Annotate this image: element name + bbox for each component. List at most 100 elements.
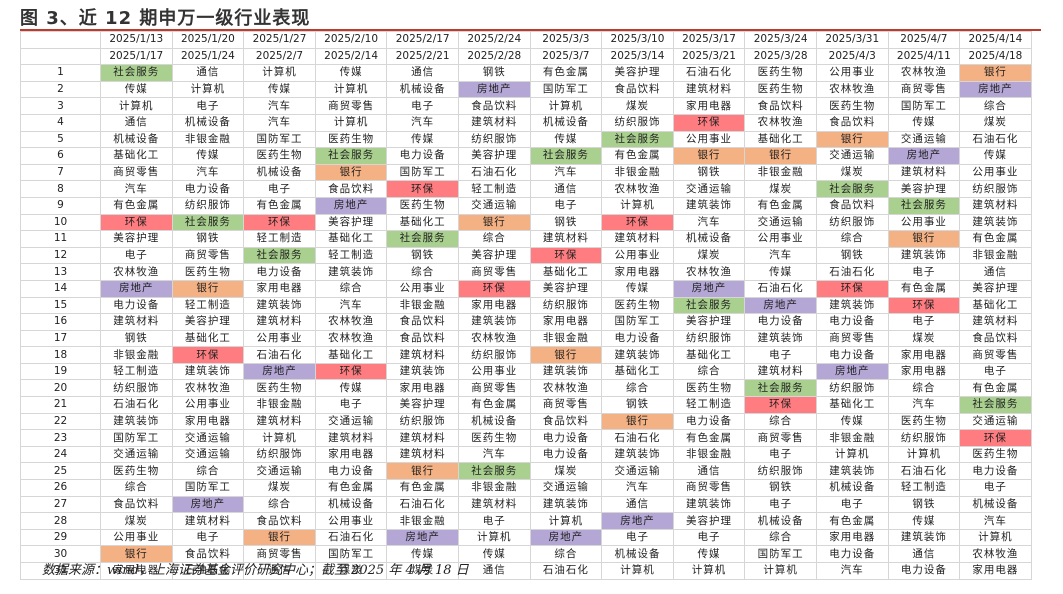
industry-cell: 社会服务 [529,147,603,165]
period-start-date: 2025/4/14 [959,31,1032,49]
industry-cell: 机械设备 [815,479,889,497]
industry-cell: 食品饮料 [815,196,889,215]
industry-cell: 煤炭 [243,479,316,497]
industry-cell: 商贸零售 [314,97,388,115]
industry-cell: 通信 [243,562,316,580]
rank-cell: 4 [20,113,101,132]
industry-cell: 公用事业 [887,213,961,232]
industry-cell: 农林牧渔 [457,329,531,348]
industry-cell: 电力设备 [386,147,459,165]
industry-cell: 房地产 [672,279,746,298]
industry-cell: 建筑装饰 [529,495,603,514]
period-end-date: 2025/2/28 [457,47,531,66]
industry-cell: 电力设备 [314,462,388,481]
industry-cell: 电子 [529,196,603,215]
industry-cell: 医药生物 [959,445,1032,464]
table-row: 10 环保 社会服务 环保 美容护理 基础化工 银行 钢铁 环保 汽车 交通运输 纺织服饰 公用事业 建筑… [20,213,1032,232]
industry-cell: 医药生物 [744,64,817,82]
industry-cell: 汽车 [100,180,173,198]
industry-cell: 家用电器 [457,296,531,315]
industry-cell: 综合 [744,412,817,431]
industry-cell: 国防军工 [601,313,674,331]
industry-cell: 纺织服饰 [171,196,245,215]
industry-cell: 煤炭 [386,562,459,580]
industry-cell: 环保 [601,213,674,232]
industry-cell: 轻工制造 [243,230,316,248]
industry-cell: 通信 [171,64,245,82]
industry-cell: 农林牧渔 [887,64,961,82]
industry-cell: 计算机 [887,445,961,464]
industry-cell: 非银金融 [529,329,603,348]
rank-cell: 11 [20,230,101,248]
industry-cell: 轻工制造 [314,246,388,265]
period-end-date: 2025/1/17 [100,47,173,66]
rank-cell: 12 [20,246,101,265]
rank-cell: 26 [20,479,101,497]
industry-cell: 钢铁 [386,246,459,265]
table-row: 18 非银金融 环保 石油石化 基础化工 建筑材料 纺织服饰 银行 建筑装饰 基础化工 电子 电力设备… [20,346,1032,364]
table-row: 16 建筑材料 美容护理 建筑材料 农林牧渔 食品饮料 建筑装饰 家用电器 国防军工 美容护理 电力… [20,313,1032,331]
industry-cell: 公用事业 [744,230,817,248]
industry-cell: 传媒 [100,80,173,99]
industry-cell: 传媒 [314,379,388,398]
industry-cell: 计算机 [529,97,603,115]
industry-cell: 房地产 [314,196,388,215]
industry-cell: 国防军工 [887,97,961,115]
industry-cell: 石油石化 [601,429,674,447]
industry-cell: 家用电器 [529,313,603,331]
industry-cell: 医药生物 [386,196,459,215]
table-row: 14 房地产 银行 家用电器 综合 公用事业 环保 美容护理 传媒 房地产 石油石化 环保 有色金属 美容… [20,279,1032,298]
period-start-row: 2025/1/13 2025/1/20 2025/1/27 2025/2/10 2025… [20,31,1032,49]
industry-cell: 公用事业 [672,130,746,149]
industry-cell: 计算机 [314,80,388,99]
rank-cell: 10 [20,213,101,232]
industry-cell: 环保 [529,246,603,265]
industry-cell: 美容护理 [529,279,603,298]
industry-cell: 钢铁 [529,213,603,232]
industry-cell: 电力设备 [959,462,1032,481]
industry-cell: 医药生物 [601,296,674,315]
industry-cell: 汽车 [529,163,603,182]
industry-cell: 非银金融 [100,346,173,364]
industry-cell: 基础化工 [314,230,388,248]
industry-cell: 社会服务 [457,462,531,481]
industry-cell: 建筑装饰 [887,528,961,547]
industry-cell: 美容护理 [672,313,746,331]
industry-cell: 煤炭 [100,512,173,530]
period-start-date: 2025/3/10 [601,31,674,49]
period-start-date: 2025/1/20 [171,31,245,49]
industry-cell: 汽车 [887,396,961,414]
industry-cell: 建筑材料 [601,230,674,248]
industry-cell: 家用电器 [171,412,245,431]
industry-cell: 交通运输 [100,445,173,464]
table-row: 30 银行 食品饮料 商贸零售 国防军工 传媒 传媒 综合 机械设备 传媒 国防军工 电力设备 通信 农林… [20,545,1032,563]
industry-cell: 医药生物 [314,130,388,149]
industry-cell: 非银金融 [386,512,459,530]
industry-cell: 汽车 [243,97,316,115]
industry-cell: 食品饮料 [386,313,459,331]
period-start-date: 2025/4/7 [887,31,961,49]
industry-cell: 有色金属 [672,429,746,447]
rank-cell: 22 [20,412,101,431]
industry-cell: 建筑材料 [529,230,603,248]
rank-cell: 7 [20,163,101,182]
industry-cell: 有色金属 [815,512,889,530]
industry-cell: 汽车 [601,479,674,497]
industry-cell: 基础化工 [529,263,603,281]
industry-cell: 传媒 [815,412,889,431]
industry-cell: 汽车 [744,246,817,265]
rank-cell: 21 [20,396,101,414]
industry-cell: 汽车 [171,163,245,182]
table-row: 17 钢铁 基础化工 公用事业 农林牧渔 食品饮料 农林牧渔 非银金融 电力设备 纺织服饰 建筑装饰… [20,329,1032,348]
industry-cell: 家用电器 [672,97,746,115]
industry-cell: 非银金融 [171,130,245,149]
industry-cell: 医药生物 [815,97,889,115]
period-end-date: 2025/3/21 [672,47,746,66]
industry-cell: 建筑材料 [243,412,316,431]
industry-cell: 医药生物 [744,80,817,99]
industry-cell: 煤炭 [529,462,603,481]
industry-cell: 交通运输 [243,462,316,481]
industry-cell: 通信 [887,545,961,563]
industry-cell: 纺织服饰 [815,213,889,232]
period-start-date: 2025/2/24 [457,31,531,49]
